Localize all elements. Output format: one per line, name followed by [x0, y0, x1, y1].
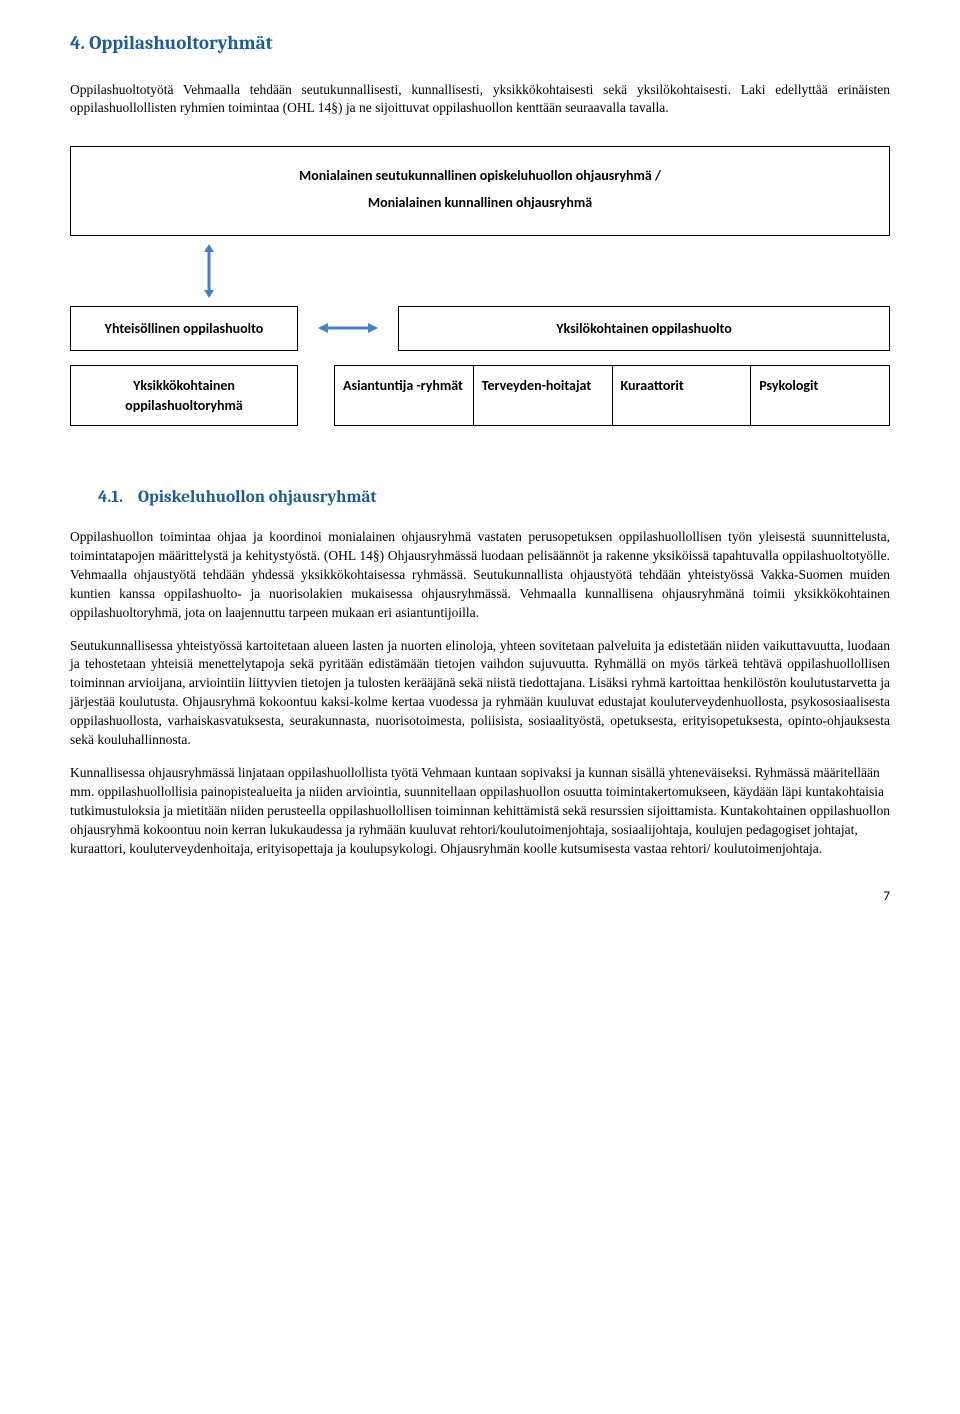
page-number: 7 — [70, 888, 890, 906]
horizontal-arrow — [318, 320, 378, 336]
box-yhteisollinen: Yhteisöllinen oppilashuolto — [70, 306, 298, 352]
section-title-text: Oppilashuoltoryhmät — [89, 32, 272, 54]
cell-psykologit: Psykologit — [751, 365, 890, 426]
cell-terveyden: Terveyden-hoitajat — [474, 365, 613, 426]
section-number: 4. — [70, 32, 85, 54]
diagram-top-box: Monialainen seutukunnallinen opiskeluhuo… — [70, 146, 890, 235]
box-yksilokohtainen: Yksilökohtainen oppilashuolto — [398, 306, 890, 352]
paragraph-3: Kunnallisessa ohjausryhmässä linjataan o… — [70, 764, 890, 858]
org-diagram: Monialainen seutukunnallinen opiskeluhuo… — [70, 146, 890, 426]
box-yksikkokohtainen: Yksikkökohtainen oppilashuoltoryhmä — [70, 365, 298, 426]
subsection-heading: 4.1. Opiskeluhuollon ohjausryhmät — [98, 486, 890, 510]
paragraph-2: Seutukunnallisessa yhteistyössä kartoite… — [70, 637, 890, 750]
cell-kuraattorit: Kuraattorit — [613, 365, 752, 426]
vertical-arrow — [200, 244, 890, 298]
diagram-top-line2: Monialainen kunnallinen ohjausryhmä — [79, 190, 881, 217]
intro-paragraph: Oppilashuoltotyötä Vehmaalla tehdään seu… — [70, 81, 890, 119]
subsection-number: 4.1. — [98, 488, 123, 507]
cell-asiantuntija: Asiantuntija -ryhmät — [334, 365, 474, 426]
subsection-title-text: Opiskeluhuollon ohjausryhmät — [138, 488, 377, 507]
diagram-middle-row: Yhteisöllinen oppilashuolto Yksilökohtai… — [70, 306, 890, 352]
diagram-top-line1: Monialainen seutukunnallinen opiskeluhuo… — [79, 163, 881, 190]
paragraph-1: Oppilashuollon toimintaa ohjaa ja koordi… — [70, 528, 890, 622]
section-heading: 4. Oppilashuoltoryhmät — [70, 30, 890, 57]
diagram-bottom-row: Yksikkökohtainen oppilashuoltoryhmä Asia… — [70, 365, 890, 426]
